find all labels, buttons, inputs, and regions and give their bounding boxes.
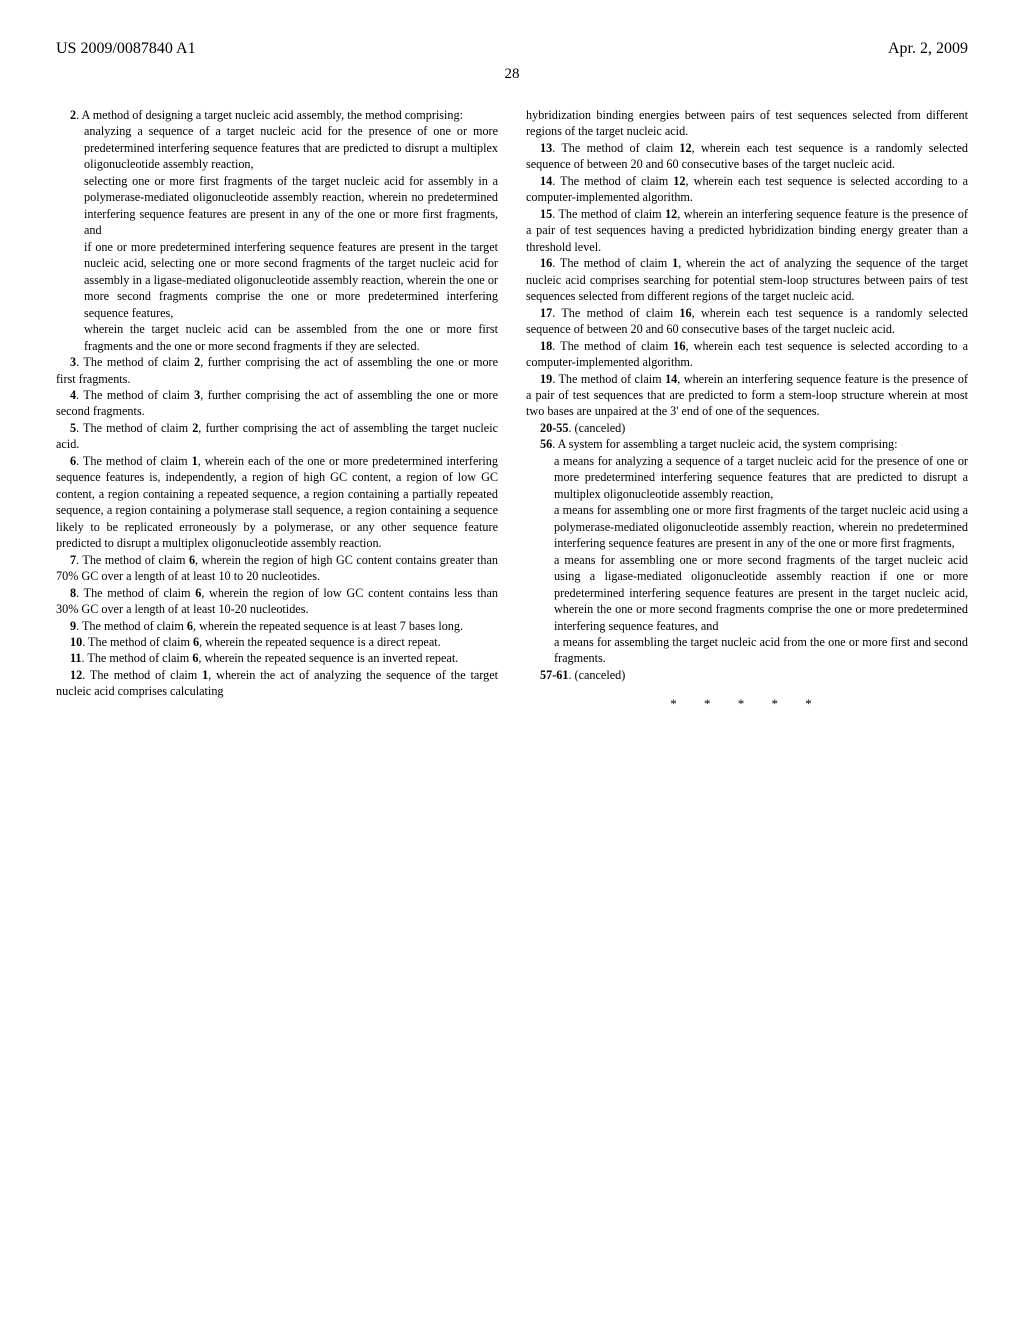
claim-num: 10: [70, 635, 82, 649]
claim-3: 3. The method of claim 2, further compri…: [56, 354, 498, 387]
claim-num: 57-61: [540, 668, 568, 682]
claim-14: 14. The method of claim 12, wherein each…: [526, 173, 968, 206]
claim-ref: 12: [665, 207, 677, 221]
claim-num: 18: [540, 339, 552, 353]
page-header: US 2009/0087840 A1 Apr. 2, 2009: [56, 40, 968, 58]
claim-19: 19. The method of claim 14, wherein an i…: [526, 371, 968, 420]
claim-56-step: a means for assembling one or more secon…: [526, 552, 968, 634]
claim-7: 7. The method of claim 6, wherein the re…: [56, 552, 498, 585]
claim-12: 12. The method of claim 1, wherein the a…: [56, 667, 498, 700]
claim-56: 56. A system for assembling a target nuc…: [526, 436, 968, 452]
claim-num: 19: [540, 372, 552, 386]
claim-8: 8. The method of claim 6, wherein the re…: [56, 585, 498, 618]
claim-16: 16. The method of claim 1, wherein the a…: [526, 255, 968, 304]
claim-5: 5. The method of claim 2, further compri…: [56, 420, 498, 453]
claim-6: 6. The method of claim 1, wherein each o…: [56, 453, 498, 552]
publication-date: Apr. 2, 2009: [888, 40, 968, 58]
claim-9: 9. The method of claim 6, wherein the re…: [56, 618, 498, 634]
claim-12-cont: hybridization binding energies between p…: [526, 107, 968, 140]
claim-ref: 16: [673, 339, 685, 353]
publication-number: US 2009/0087840 A1: [56, 40, 196, 58]
claim-text: . A system for assembling a target nucle…: [552, 437, 897, 451]
claim-text: . A method of designing a target nucleic…: [76, 108, 463, 122]
claim-2-step: selecting one or more first fragments of…: [56, 173, 498, 239]
claim-num: 20-55: [540, 421, 568, 435]
claim-num: 16: [540, 256, 552, 270]
claim-15: 15. The method of claim 12, wherein an i…: [526, 206, 968, 255]
claim-2-step: wherein the target nucleic acid can be a…: [56, 321, 498, 354]
claim-56-step: a means for assembling one or more first…: [526, 502, 968, 551]
claim-ref: 12: [673, 174, 685, 188]
claim-2-step: if one or more predetermined interfering…: [56, 239, 498, 321]
end-of-document-marks: * * * * *: [526, 695, 968, 713]
claim-4: 4. The method of claim 3, further compri…: [56, 387, 498, 420]
claim-ref: 12: [679, 141, 691, 155]
page-number: 28: [56, 66, 968, 83]
claims-body: 2. A method of designing a target nuclei…: [56, 107, 968, 713]
claim-num: 56: [540, 437, 552, 451]
claim-num: 11: [70, 651, 82, 665]
claim-20-55: 20-55. (canceled): [526, 420, 968, 436]
claim-ref: 14: [665, 372, 677, 386]
claim-56-step: a means for assembling the target nuclei…: [526, 634, 968, 667]
claim-2: 2. A method of designing a target nuclei…: [56, 107, 498, 123]
claim-13: 13. The method of claim 12, wherein each…: [526, 140, 968, 173]
claim-2-step: analyzing a sequence of a target nucleic…: [56, 123, 498, 172]
claim-num: 15: [540, 207, 552, 221]
claim-57-61: 57-61. (canceled): [526, 667, 968, 683]
claim-num: 17: [540, 306, 552, 320]
claim-17: 17. The method of claim 16, wherein each…: [526, 305, 968, 338]
claim-ref: 16: [679, 306, 691, 320]
claim-56-step: a means for analyzing a sequence of a ta…: [526, 453, 968, 502]
claim-18: 18. The method of claim 16, wherein each…: [526, 338, 968, 371]
claim-11: 11. The method of claim 6, wherein the r…: [56, 650, 498, 666]
claim-num: 12: [70, 668, 82, 682]
claim-10: 10. The method of claim 6, wherein the r…: [56, 634, 498, 650]
claim-num: 13: [540, 141, 552, 155]
claim-num: 14: [540, 174, 552, 188]
